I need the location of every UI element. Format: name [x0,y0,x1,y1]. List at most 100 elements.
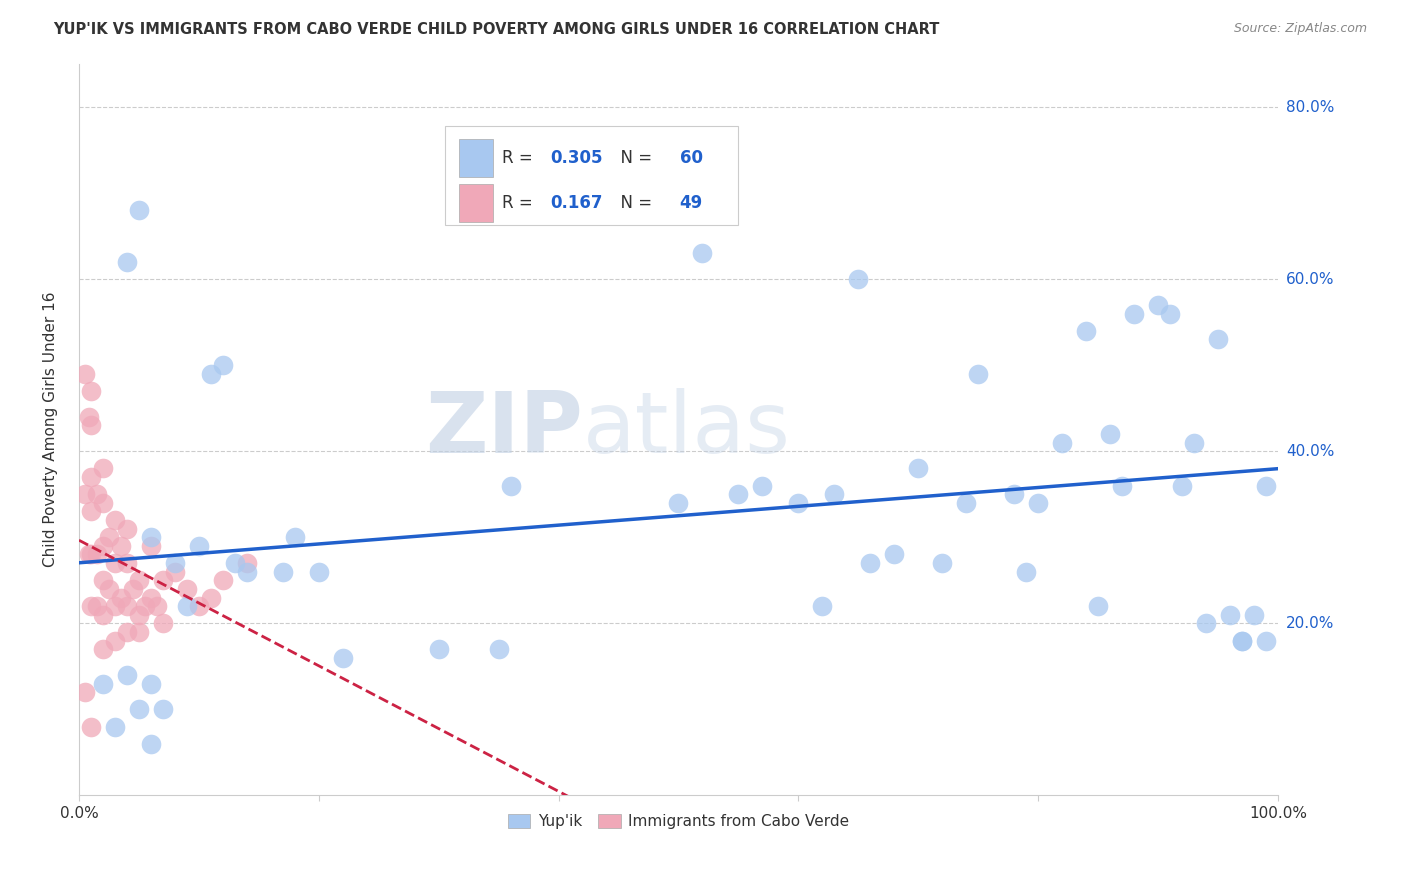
Point [128,203,150,218]
Point [811,599,834,613]
FancyBboxPatch shape [458,139,492,177]
Point [488,642,510,657]
Point [1171,478,1194,492]
Point [80,418,103,433]
Text: 20.0%: 20.0% [1286,615,1334,631]
Point [91,461,114,475]
Point [110,591,132,605]
Point [128,607,150,622]
Text: 80.0%: 80.0% [1286,100,1334,114]
Point [703,186,725,201]
Point [77,409,100,424]
Point [308,565,330,579]
FancyBboxPatch shape [458,185,492,222]
Point [1195,616,1218,631]
Point [236,565,259,579]
Point [955,496,977,510]
Point [152,702,174,716]
Point [91,539,114,553]
Point [931,556,953,570]
Text: N =: N = [610,149,658,167]
Point [1050,435,1073,450]
Point [104,599,127,613]
Text: 0.305: 0.305 [550,149,603,167]
Text: Source: ZipAtlas.com: Source: ZipAtlas.com [1233,22,1367,36]
Point [1087,599,1109,613]
Point [122,582,145,596]
Point [211,574,233,588]
Point [846,272,869,286]
Point [115,556,138,570]
Point [163,565,186,579]
Point [77,548,100,562]
Point [80,548,103,562]
Point [883,548,905,562]
Point [1182,435,1205,450]
Point [86,487,108,501]
Point [73,487,96,501]
Y-axis label: Child Poverty Among Girls Under 16: Child Poverty Among Girls Under 16 [44,292,58,567]
Point [224,556,246,570]
Text: R =: R = [502,149,538,167]
Point [176,582,198,596]
Point [115,599,138,613]
Text: N =: N = [610,194,658,212]
Point [128,624,150,639]
Point [104,556,127,570]
Point [80,384,103,398]
Point [1147,298,1170,312]
Point [1230,633,1253,648]
Point [139,676,162,690]
Point [115,668,138,682]
Point [1002,487,1025,501]
Text: 49: 49 [679,194,703,212]
Point [187,599,209,613]
Point [86,599,108,613]
Point [91,676,114,690]
Point [211,358,233,372]
Point [1026,496,1049,510]
Point [1123,307,1146,321]
Point [139,539,162,553]
Text: R =: R = [502,194,544,212]
Point [115,624,138,639]
Point [134,599,156,613]
Point [73,685,96,699]
Point [499,478,522,492]
Point [1074,324,1097,338]
Text: atlas: atlas [582,388,790,471]
Point [80,504,103,518]
Point [200,367,222,381]
Point [91,574,114,588]
Point [1254,633,1277,648]
Point [1111,478,1133,492]
Point [859,556,882,570]
Point [1015,565,1038,579]
Point [152,616,174,631]
Point [80,599,103,613]
Point [332,650,354,665]
Point [115,522,138,536]
Point [91,607,114,622]
Point [751,478,773,492]
Point [907,461,929,475]
Point [91,642,114,657]
Text: 60.0%: 60.0% [1286,272,1334,286]
Point [1254,478,1277,492]
Point [80,470,103,484]
Point [128,702,150,716]
Point [1219,607,1241,622]
FancyBboxPatch shape [444,127,738,225]
Point [236,556,259,570]
Text: 40.0%: 40.0% [1286,443,1334,458]
Point [1159,307,1181,321]
Point [146,599,169,613]
Text: ZIP: ZIP [425,388,582,471]
Point [200,591,222,605]
Point [187,539,209,553]
Legend: Yup'ik, Immigrants from Cabo Verde: Yup'ik, Immigrants from Cabo Verde [502,808,855,835]
Point [427,642,450,657]
Text: YUP'IK VS IMMIGRANTS FROM CABO VERDE CHILD POVERTY AMONG GIRLS UNDER 16 CORRELAT: YUP'IK VS IMMIGRANTS FROM CABO VERDE CHI… [53,22,939,37]
Point [86,548,108,562]
Point [967,367,990,381]
